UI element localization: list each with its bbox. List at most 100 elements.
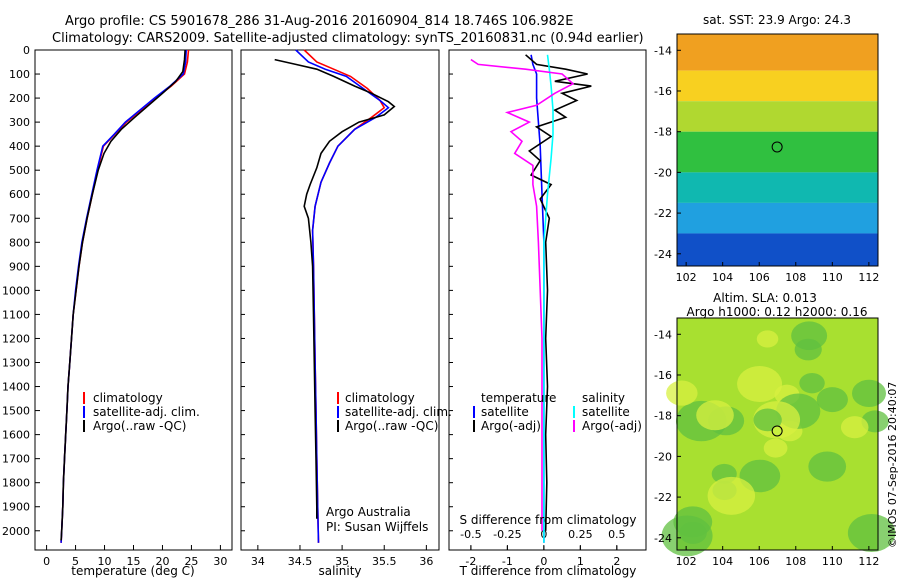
- x-tick-label: 25: [184, 555, 198, 568]
- depth-tick-label: 1600: [2, 429, 30, 442]
- sla-map-frame: [676, 317, 879, 551]
- sst-band: [677, 172, 878, 203]
- x-tick-label: 5: [72, 555, 79, 568]
- depth-tick-label: 1400: [2, 381, 30, 394]
- argo-location-marker: [771, 141, 783, 153]
- depth-tick-label: 600: [9, 188, 30, 201]
- salinity-x-axis: 34 34.5 35 35.5 36: [251, 545, 433, 568]
- lat-tick-label: -20: [654, 450, 672, 463]
- sst-map-title: sat. SST: 23.9 Argo: 24.3: [703, 13, 851, 27]
- temperature-panel: 0100200300400500600700800900100011001200…: [2, 44, 453, 578]
- difference-plot-frame: [448, 49, 647, 551]
- lat-tick-label: -16: [654, 369, 672, 382]
- depth-tick-label: 1800: [2, 477, 30, 490]
- legend-temp-satellite-label: satellite: [481, 405, 529, 419]
- legend-satellite-label: satellite-adj. clim.: [345, 405, 452, 419]
- lat-tick-label: -18: [654, 126, 672, 139]
- series-line-argo-adj-: [525, 54, 592, 531]
- sla-map-panel: Altim. SLA: 0.013 Argo h1000: 0.12 h2000…: [654, 291, 896, 568]
- sla-map-title: Altim. SLA: 0.013: [713, 291, 817, 305]
- series-line-argo-raw-qc-: [60, 49, 186, 541]
- x-tick-label: 0: [540, 555, 547, 568]
- lon-tick-label: 106: [749, 555, 770, 568]
- depth-tick-label: 1700: [2, 453, 30, 466]
- sst-band: [677, 101, 878, 132]
- legend-argo-label: Argo(..raw -QC): [345, 419, 438, 433]
- sst-band: [677, 34, 878, 71]
- lat-tick-label: -16: [654, 85, 672, 98]
- lon-tick-label: 108: [785, 555, 806, 568]
- temperature-series: [60, 49, 190, 543]
- sst-map-axes: 102 104 106 108 110 112 -14 -16 -18 -20 -22 -24: [654, 44, 879, 284]
- depth-tick-label: 100: [9, 68, 30, 81]
- difference-series: [470, 54, 592, 543]
- sla-anomaly-blob: [816, 387, 848, 413]
- lon-tick-label: 102: [676, 271, 697, 284]
- argo-location-marker: [771, 425, 783, 437]
- legend-sal-satellite-label: satellite: [582, 405, 630, 419]
- sst-map-frame: [676, 33, 879, 267]
- sst-band: [677, 70, 878, 102]
- x-tick-label: 35.5: [372, 555, 397, 568]
- legend-salinity-heading: salinity: [582, 391, 625, 405]
- difference-panel: -2 -1 0 1 2-0.5 -0.25 0 0.25 0.5 S difference fr…: [448, 49, 647, 578]
- sla-anomaly-blob: [679, 521, 707, 544]
- lat-tick-label: -22: [654, 491, 672, 504]
- header-line-1: Argo profile: CS 5901678_286 31-Aug-2016…: [65, 14, 573, 29]
- legend-temp-argo-label: Argo(-adj): [481, 419, 541, 433]
- depth-tick-label: 400: [9, 140, 30, 153]
- temperature-x-axis: 0 5 10 15 20 25 30: [43, 545, 227, 568]
- x-tick-label: 36: [419, 555, 433, 568]
- sla-map-subtitle: Argo h1000: 0.12 h2000: 0.16: [687, 305, 868, 319]
- lat-tick-label: -24: [654, 248, 672, 261]
- top-x-tick-label: -0.25: [493, 528, 521, 541]
- temperature-legend: climatology satellite-adj. clim. Argo(..…: [83, 391, 200, 433]
- salinity-series: [274, 49, 396, 543]
- depth-tick-label: 1200: [2, 332, 30, 345]
- lon-tick-label: 112: [858, 555, 879, 568]
- series-line-satellite-adj-clim-: [295, 49, 390, 543]
- difference-legend: temperature satellite Argo(-adj) salinit…: [473, 391, 642, 433]
- header-line-2: Climatology: CARS2009. Satellite-adjuste…: [52, 31, 644, 46]
- x-tick-label: -2: [465, 555, 476, 568]
- sla-anomaly-blob: [808, 451, 847, 482]
- lon-tick-label: 110: [822, 271, 843, 284]
- depth-tick-label: 900: [9, 260, 30, 273]
- sla-anomaly-blob: [737, 365, 783, 402]
- lon-tick-label: 106: [749, 271, 770, 284]
- depth-tick-label: 1900: [2, 501, 30, 514]
- sla-anomaly-blob: [666, 380, 698, 406]
- salinity-legend: climatology satellite-adj. clim. Argo(..…: [337, 391, 452, 433]
- x-tick-label: -1: [502, 555, 513, 568]
- sla-anomaly-blob: [799, 372, 825, 394]
- x-tick-label: 20: [155, 555, 169, 568]
- depth-tick-label: 300: [9, 116, 30, 129]
- sla-map-image: [661, 318, 896, 557]
- lon-tick-label: 104: [712, 271, 733, 284]
- x-tick-label: 34: [251, 555, 265, 568]
- sla-anomaly-blob: [847, 514, 896, 553]
- lon-tick-label: 108: [785, 271, 806, 284]
- depth-tick-label: 1500: [2, 405, 30, 418]
- salinity-panel: 34 34.5 35 35.5 36 salinity climatology sate…: [240, 49, 452, 578]
- x-tick-label: 2: [613, 555, 620, 568]
- x-tick-label: 35: [335, 555, 349, 568]
- depth-axis: 0 100 200 300 400 500 600 700 800 900 1000 1100 1200…: [2, 44, 453, 538]
- x-tick-label: 15: [127, 555, 141, 568]
- depth-tick-label: 1000: [2, 284, 30, 297]
- top-x-tick-label: -0.5: [460, 528, 481, 541]
- series-line-argo-raw-qc-: [274, 58, 396, 519]
- sla-anomaly-blob: [840, 416, 869, 439]
- difference-x-label: T difference from climatology: [459, 564, 637, 578]
- sst-band: [677, 202, 878, 234]
- depth-tick-label: 700: [9, 212, 30, 225]
- lon-tick-label: 110: [822, 555, 843, 568]
- lon-tick-label: 102: [676, 555, 697, 568]
- sla-anomaly-blob: [707, 476, 756, 515]
- sla-map-axes: 102 104 106 108 110 112 -14 -16 -18 -20 -22 -24: [654, 328, 879, 568]
- legend-satellite-label: satellite-adj. clim.: [93, 405, 200, 419]
- salinity-annotation-1: Argo Australia: [326, 505, 411, 519]
- depth-tick-label: 800: [9, 236, 30, 249]
- depth-tick-label: 0: [23, 44, 30, 57]
